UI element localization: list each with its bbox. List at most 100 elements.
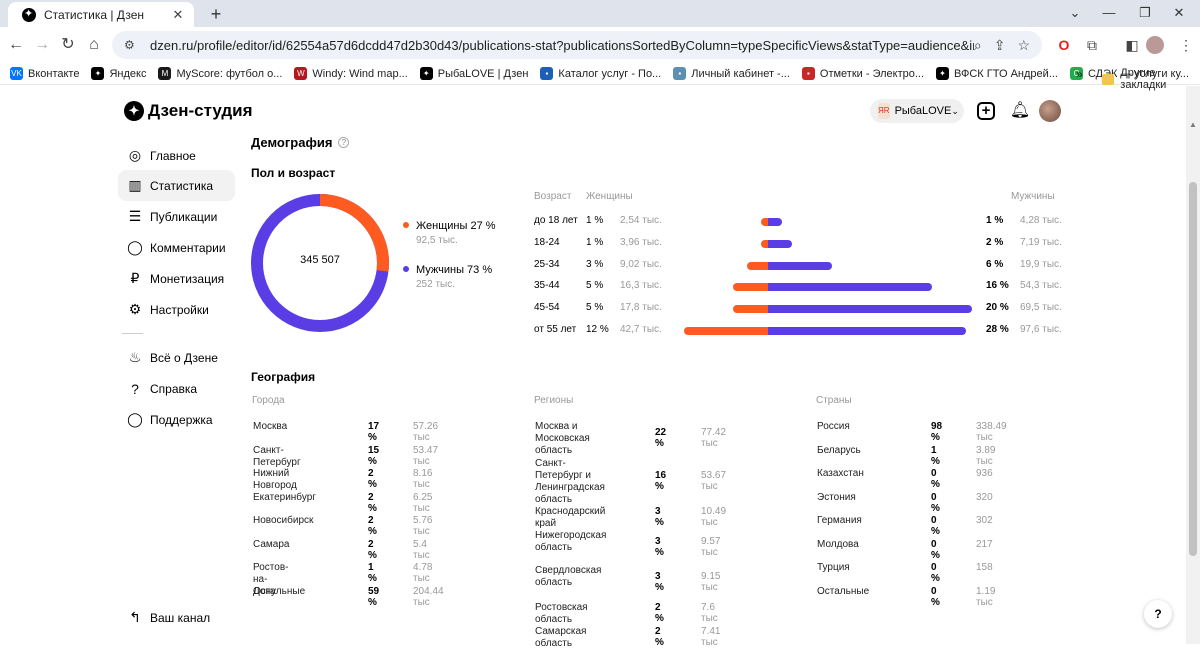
sidebar-item-fire[interactable]: ♨ Всё о Дзене	[118, 342, 235, 373]
folder-icon	[1102, 73, 1115, 85]
share-icon[interactable]: ⇪	[993, 36, 1006, 53]
geo-count: 320	[976, 492, 993, 503]
geo-percent: 1 %	[368, 562, 377, 584]
browser-tab[interactable]: Статистика | Дзен ✕	[8, 2, 194, 27]
bookmarks-overflow-button[interactable]: »	[1076, 67, 1083, 81]
sidebar-item-comment[interactable]: ◯ Комментарии	[118, 232, 235, 263]
geo-name: Москва и Московская область	[535, 421, 590, 456]
men-percent: 28 %	[986, 324, 1009, 335]
bookmark-favicon-icon: M	[158, 67, 172, 80]
geo-name: Санкт-Петербург и Ленинградская область	[535, 458, 605, 505]
sidebar-item-question[interactable]: ? Справка	[118, 373, 235, 404]
opera-extension-icon[interactable]: O	[1058, 37, 1070, 53]
channel-switcher[interactable]: ЯR РыбаLOVE ⌄	[870, 99, 964, 123]
bookmark-item[interactable]: ▪ Личный кабинет -...	[673, 67, 790, 80]
sidebar-item-bar-chart[interactable]: ▥ Статистика	[118, 170, 235, 201]
back-arrow-icon[interactable]: ←	[8, 36, 24, 53]
geo-percent: 2 %	[655, 626, 664, 648]
bookmark-item[interactable]: M MyScore: футбол о...	[158, 67, 282, 80]
help-button[interactable]: ?	[1144, 600, 1172, 628]
bell-icon[interactable]: 🔔︎	[1009, 102, 1031, 119]
geo-name: Германия	[817, 515, 862, 526]
sidebar-item-label: Комментарии	[150, 240, 226, 255]
geo-name: Новосибирск	[253, 515, 314, 526]
tab-title: Статистика | Дзен	[44, 7, 145, 22]
sidebar-item-chat[interactable]: ◯ Поддержка	[118, 404, 235, 435]
bookmark-item[interactable]: VK Вконтакте	[10, 67, 79, 80]
other-bookmarks-label: Другие закладки	[1120, 67, 1167, 91]
geo-percent: 3 %	[655, 571, 664, 593]
menu-kebab-icon[interactable]: ⋮	[1179, 37, 1193, 53]
geo-count: 10.49 тыс	[701, 506, 727, 528]
scroll-thumb[interactable]	[1189, 182, 1197, 556]
geo-name: Остальные	[253, 586, 306, 597]
dzen-favicon-icon	[22, 7, 36, 22]
women-count: 17,8 тыс.	[620, 302, 662, 313]
reload-icon[interactable]: ↻	[61, 36, 75, 53]
bookmark-item[interactable]: ✦ Яндекс	[91, 67, 146, 80]
create-plus-icon[interactable]: +	[977, 102, 995, 120]
age-label: до 18 лет	[534, 215, 578, 226]
help-circle-icon[interactable]: ?	[338, 137, 350, 148]
women-percent: 1 %	[586, 237, 604, 248]
bookmark-item[interactable]: ▪ Каталог услуг - По...	[540, 67, 661, 80]
url-text[interactable]: dzen.ru/profile/editor/id/62554a57d6dcdd…	[150, 37, 974, 53]
home-icon[interactable]: ⌂	[89, 36, 99, 53]
legend-dot-women	[403, 222, 409, 228]
question-icon: ?	[131, 380, 139, 397]
sidebar-item-back-arrow[interactable]: ↰ Ваш канал	[118, 602, 235, 633]
forward-arrow-icon[interactable]: →	[34, 36, 50, 53]
new-tab-button[interactable]: +	[210, 4, 222, 24]
geography-title: География	[251, 370, 316, 384]
tab-strip: Статистика | Дзен ✕ + ⌄ — ❐ ✕	[0, 0, 1200, 27]
regions-column-header: Регионы	[534, 395, 574, 406]
other-bookmarks-folder[interactable]: Другие закладки	[1102, 67, 1200, 91]
close-tab-icon[interactable]: ✕	[172, 6, 184, 22]
profile-avatar-icon[interactable]	[1146, 36, 1164, 54]
sidebar-item-gear[interactable]: ⚙ Настройки	[118, 294, 235, 325]
comment-icon: ◯	[127, 239, 143, 255]
scroll-up-arrow-icon[interactable]: ▲	[1189, 120, 1197, 129]
address-bar[interactable]: ⚙ dzen.ru/profile/editor/id/62554a57d6dc…	[112, 31, 1042, 59]
geo-percent: 3 %	[655, 536, 664, 558]
geo-name: Свердловская область	[535, 565, 602, 588]
bookmark-item[interactable]: ▪ Отметки - Электро...	[801, 67, 924, 80]
avatar[interactable]	[1039, 100, 1061, 122]
bookmark-item[interactable]: ✦ ВФСК ГТО Андрей...	[936, 67, 1058, 80]
geo-count: 53.47 тыс	[413, 445, 439, 467]
gender-age-title: Пол и возраст	[251, 166, 336, 180]
geo-count: 9.57 тыс	[701, 536, 721, 558]
maximize-button[interactable]: ❐	[1139, 5, 1151, 20]
bar-men	[768, 240, 792, 248]
audience-total: 345 507	[300, 254, 340, 266]
women-count: 16,3 тыс.	[620, 280, 662, 291]
bookmark-item[interactable]: ✦ РыбаLOVE | Дзен	[419, 67, 528, 80]
bookmark-item[interactable]: W Windy: Wind map...	[294, 67, 408, 80]
zoom-search-icon[interactable]: ⌕	[973, 36, 982, 53]
geo-name: Санкт-Петербург	[253, 445, 301, 468]
dzen-studio-logo[interactable]: ✦ Дзен-студия	[124, 101, 253, 121]
sidebar-item-ruble[interactable]: ₽ Монетизация	[118, 263, 235, 294]
logo-text: Дзен-студия	[148, 101, 253, 120]
geo-percent: 0 %	[931, 562, 940, 584]
sidepanel-icon[interactable]: ◧	[1125, 37, 1139, 53]
sidebar-item-planet[interactable]: ◎ Главное	[118, 140, 235, 171]
tab-search-icon[interactable]: ⌄	[1069, 5, 1081, 20]
site-info-icon[interactable]: ⚙	[124, 38, 135, 52]
minimize-button[interactable]: —	[1102, 5, 1116, 20]
extensions-icon[interactable]: ⧉	[1087, 37, 1097, 53]
men-column-header: Мужчины	[1011, 191, 1055, 202]
close-window-button[interactable]: ✕	[1173, 5, 1185, 20]
bookmark-favicon-icon: ▪	[673, 67, 687, 80]
women-count: 2,54 тыс.	[620, 215, 662, 226]
legend-women-label: Женщины 27 %	[416, 220, 496, 232]
women-percent: 3 %	[586, 259, 604, 270]
sidebar-item-stack[interactable]: ☰ Публикации	[118, 201, 235, 232]
ruble-icon: ₽	[130, 270, 140, 286]
legend-women: Женщины 27 % 92,5 тыс.	[403, 220, 496, 246]
bookmark-star-icon[interactable]: ☆	[1017, 36, 1030, 53]
bar-men	[768, 327, 966, 335]
age-column-header: Возраст	[534, 191, 572, 202]
bar-women	[684, 327, 768, 335]
page-scrollbar[interactable]: ▲	[1186, 86, 1200, 644]
